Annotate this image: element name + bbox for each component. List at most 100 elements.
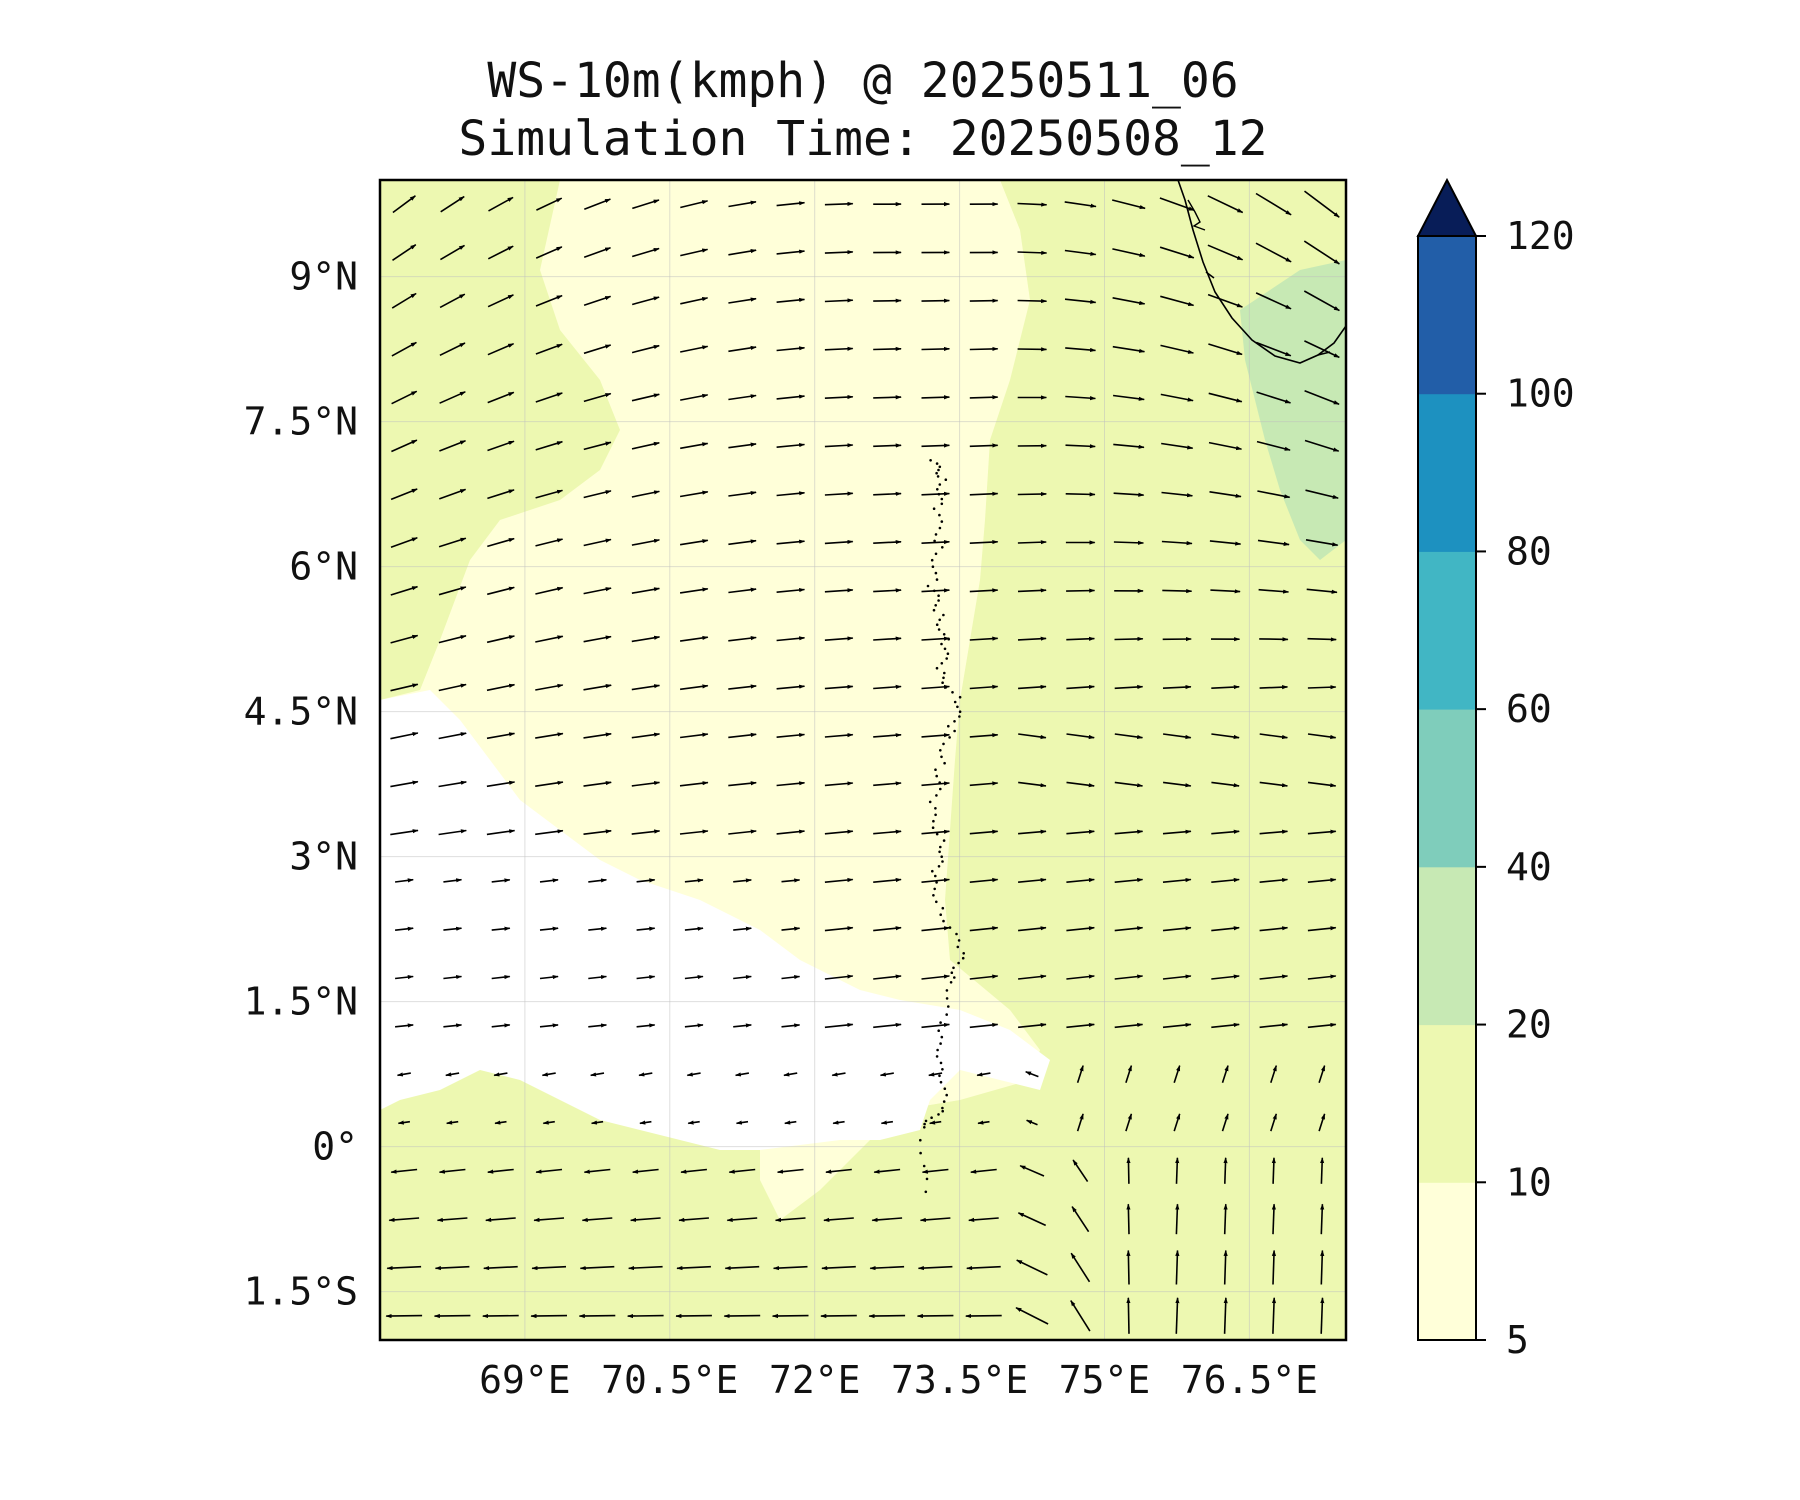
wind-vector [680, 345, 709, 353]
wind-vector [824, 588, 854, 593]
wind-vector [583, 780, 612, 787]
atoll-dot [938, 850, 941, 854]
wind-vector [632, 199, 660, 210]
atoll-dot [919, 1138, 922, 1142]
wind-vector [1064, 201, 1097, 208]
wind-vector [493, 1072, 508, 1077]
wind-vector [631, 538, 660, 546]
wind-vector [578, 1313, 616, 1319]
atoll-dot [941, 546, 944, 549]
wind-vector [1066, 781, 1095, 788]
lat-tick-label: 0° [312, 1125, 358, 1169]
wind-vector [487, 245, 514, 260]
atoll-dot [931, 826, 935, 829]
wind-vector [1071, 1206, 1090, 1233]
wind-vector [541, 1072, 556, 1077]
wind-vector [438, 1168, 466, 1174]
wind-vector [631, 635, 661, 643]
atoll-dot [958, 695, 962, 699]
wind-vector [1017, 636, 1047, 641]
wind-vector [728, 539, 757, 546]
wind-vector [680, 393, 709, 401]
wind-vector [824, 443, 854, 448]
wind-vector [535, 489, 564, 499]
wind-vector [873, 346, 902, 352]
wind-vector [929, 1120, 942, 1125]
wind-vector [583, 441, 612, 451]
wind-vector [783, 1072, 798, 1077]
wind-vector [969, 781, 999, 787]
wind-vector [1162, 926, 1192, 932]
wind-vector [588, 926, 607, 931]
wind-vector [1173, 1065, 1181, 1083]
atoll-dot [943, 1087, 947, 1090]
atoll-dot [931, 869, 934, 873]
atoll-dot [932, 507, 936, 511]
wind-vector [588, 1023, 607, 1028]
wind-vector [824, 539, 854, 545]
wind-vector [439, 342, 466, 357]
atoll-dot [936, 488, 939, 491]
wind-vector [1306, 588, 1338, 594]
grid-lines [380, 180, 1346, 1340]
wind-vector [1307, 877, 1337, 883]
wind-vector [485, 1217, 516, 1222]
wind-vector [679, 539, 709, 546]
wind-vector [1210, 589, 1241, 594]
atoll-dot [934, 807, 937, 810]
wind-vector [531, 1265, 567, 1271]
wind-vector [631, 780, 661, 787]
wind-vector [873, 443, 902, 448]
colorbar-tick-label: 60 [1506, 687, 1552, 731]
colorbar-tick-label: 20 [1506, 1003, 1552, 1047]
wind-vector [969, 491, 999, 496]
wind-vector [535, 538, 564, 547]
atoll-dot [934, 874, 937, 878]
atoll-dot [949, 981, 953, 984]
wind-vector [486, 635, 515, 644]
wind-vector [680, 248, 709, 257]
wind-vector [873, 733, 902, 738]
wind-vector [1065, 444, 1096, 449]
wind-vector [1114, 636, 1144, 642]
wind-vector [1064, 249, 1097, 256]
wind-vector [1066, 733, 1095, 740]
wind-vector [680, 296, 709, 305]
wind-vector [631, 684, 661, 691]
wind-vector [535, 586, 564, 595]
wind-vector [486, 732, 516, 740]
wind-vector [1162, 684, 1192, 690]
wind-vector [1114, 829, 1144, 835]
wind-vector [631, 829, 661, 835]
wind-vector [873, 636, 902, 641]
wind-vector [1257, 539, 1290, 546]
title-line-1: WS-10m(kmph) @ 20250511_06 [487, 53, 1238, 109]
lon-tick-label: 76.5°E [1181, 1358, 1318, 1402]
wind-vector [395, 1023, 414, 1028]
wind-vector [390, 537, 418, 548]
atoll-dot [937, 865, 941, 868]
wind-vector [1072, 1159, 1089, 1183]
atoll-dot [935, 900, 938, 904]
wind-vector [873, 539, 902, 545]
lon-tick-labels: 69°E 70.5°E 72°E 73.5°E 75°E 76.5°E [479, 1358, 1318, 1402]
wind-vector [1221, 1065, 1229, 1083]
atoll-dot [942, 676, 945, 680]
wind-vector [1175, 1157, 1180, 1184]
wind-vector [588, 878, 607, 883]
wind-vector [921, 974, 950, 980]
wind-vector [1209, 491, 1242, 498]
wind-vector [535, 1168, 563, 1174]
atoll-dot [928, 800, 932, 804]
wind-vector [1256, 440, 1291, 451]
wind-vector [397, 1120, 411, 1125]
wind-vector [1223, 1297, 1228, 1334]
wind-vector [921, 443, 950, 448]
wind-vector [735, 1072, 750, 1077]
colorbar-tick-label: 40 [1506, 845, 1552, 889]
wind-vector [1066, 829, 1095, 835]
wind-vector [583, 295, 612, 307]
atoll-dot [937, 599, 940, 602]
wind-vector [583, 1168, 611, 1174]
